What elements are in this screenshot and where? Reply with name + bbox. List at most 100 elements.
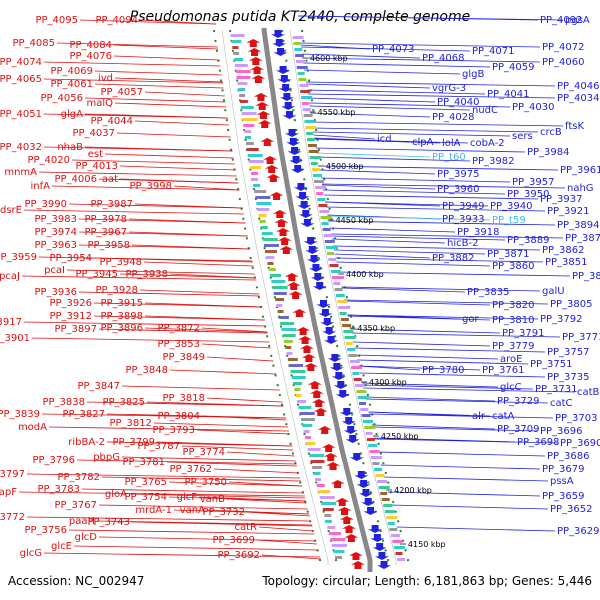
cog-block-reverse xyxy=(286,352,293,355)
forward-gene-label: PP_3960 xyxy=(437,184,480,195)
cog-block-reverse xyxy=(240,106,254,109)
cog-block-reverse xyxy=(283,340,293,343)
label-leader-line xyxy=(94,70,222,76)
cog-block-reverse xyxy=(249,166,261,169)
forward-gene-label: PP_3698 xyxy=(517,437,560,448)
cog-block-reverse xyxy=(245,142,254,145)
cog-block-forward xyxy=(300,90,311,93)
cog-block-reverse xyxy=(307,448,321,451)
cog-block-forward xyxy=(319,210,330,213)
cog-block-reverse xyxy=(268,268,276,271)
cog-block-forward xyxy=(365,432,373,435)
reverse-gene-label: PP_4095 xyxy=(35,15,78,26)
forward-gene-label: PP_3862 xyxy=(542,245,585,256)
label-leader-line xyxy=(322,189,506,195)
forward-gene-label: PP_4040 xyxy=(437,97,480,108)
reverse-gene-label: PP_4032 xyxy=(0,142,42,153)
label-leader-line xyxy=(66,269,256,275)
label-leader-line xyxy=(119,178,239,184)
cog-block-forward xyxy=(316,192,324,195)
forward-gene-label: PP_3659 xyxy=(542,491,585,502)
reverse-gene-arrow xyxy=(263,156,278,164)
forward-gene-label: PP_3882 xyxy=(432,253,475,264)
label-leader-line xyxy=(365,398,549,404)
label-leader-line xyxy=(48,426,289,432)
reverse-gene-label: PP_3783 xyxy=(37,484,80,495)
forward-gene-arrow xyxy=(358,489,373,497)
label-leader-line xyxy=(134,120,229,126)
label-leader-line xyxy=(313,138,469,144)
label-leader-line xyxy=(333,249,486,255)
label-leader-line xyxy=(213,468,299,474)
cog-block-reverse xyxy=(271,280,286,283)
forward-gene-label: vgrG-3 xyxy=(432,83,466,94)
label-leader-line xyxy=(38,171,237,177)
reverse-gene-arrow xyxy=(266,174,281,182)
cog-block-forward xyxy=(380,492,388,495)
forward-gene-label: PP_3984 xyxy=(527,147,570,158)
cog-block-forward xyxy=(372,462,380,465)
label-leader-line xyxy=(312,127,539,133)
cog-block-forward xyxy=(348,354,358,357)
cog-block-reverse xyxy=(234,58,243,61)
label-leader-line xyxy=(309,105,471,111)
reverse-gene-label: PP_3782 xyxy=(57,472,100,483)
reverse-gene-label: PP_3743 xyxy=(87,517,130,528)
label-leader-line xyxy=(396,526,556,532)
cog-block-forward xyxy=(299,84,309,87)
cog-block-forward xyxy=(364,426,376,429)
forward-gene-label: PP_3810 xyxy=(492,315,535,326)
forward-gene-label: PP_4028 xyxy=(432,112,475,123)
forward-gene-label: PP_3771 xyxy=(562,332,600,343)
forward-gene-arrow xyxy=(297,201,312,209)
label-leader-line xyxy=(144,327,268,333)
reverse-gene-arrow xyxy=(247,48,262,56)
forward-gene-arrow xyxy=(318,309,333,317)
cog-block-forward xyxy=(301,96,313,99)
reverse-gene-label: PP_4074 xyxy=(0,57,42,68)
cog-block-reverse xyxy=(315,478,322,481)
reverse-gene-label: PP_3750 xyxy=(184,477,227,488)
cog-block-forward xyxy=(304,120,315,123)
forward-gene-label: PP_4046 xyxy=(557,81,600,92)
reverse-gene-arrow xyxy=(311,399,326,407)
reverse-gene-label: PP_4057 xyxy=(100,87,143,98)
cog-block-reverse xyxy=(319,496,335,499)
forward-gene-label: PP_3950 xyxy=(507,189,550,200)
cog-block-forward xyxy=(324,240,335,243)
forward-gene-arrow xyxy=(281,102,296,110)
label-leader-line xyxy=(344,299,549,305)
cog-block-reverse xyxy=(312,466,323,469)
label-leader-line xyxy=(128,218,246,224)
forward-gene-arrow xyxy=(333,381,348,389)
forward-gene-label: PP_4068 xyxy=(422,53,465,64)
reverse-gene-arrow xyxy=(307,381,322,389)
reverse-gene-arrow xyxy=(284,273,299,281)
label-leader-line xyxy=(336,261,491,267)
forward-gene-label: PP_4092 xyxy=(540,15,583,26)
label-leader-line xyxy=(363,387,576,393)
reverse-gene-arrow xyxy=(299,345,314,353)
forward-gene-arrow xyxy=(300,219,315,227)
forward-gene-label: glcC xyxy=(500,382,522,393)
label-leader-line xyxy=(181,445,294,451)
frame-line xyxy=(221,29,329,565)
reverse-gene-label: gloA xyxy=(105,489,127,500)
label-leader-line xyxy=(144,315,265,321)
cog-block-forward xyxy=(353,378,362,381)
cog-block-forward xyxy=(347,348,356,351)
reverse-gene-label: PP_4085 xyxy=(12,38,55,49)
cog-block-reverse xyxy=(282,334,296,337)
reverse-gene-label: PP_3839 xyxy=(0,409,40,420)
cog-block-reverse xyxy=(277,310,284,313)
cog-block-forward xyxy=(357,396,369,399)
forward-gene-arrow xyxy=(354,471,369,479)
reverse-gene-label: PP_3754 xyxy=(124,492,167,503)
forward-gene-arrow xyxy=(289,156,304,164)
cog-block-reverse xyxy=(230,34,245,37)
label-leader-line xyxy=(201,343,271,349)
forward-gene-arrow xyxy=(276,66,291,74)
label-leader-line xyxy=(322,184,436,190)
forward-gene-arrow xyxy=(290,165,305,173)
forward-gene-arrow xyxy=(312,282,327,290)
